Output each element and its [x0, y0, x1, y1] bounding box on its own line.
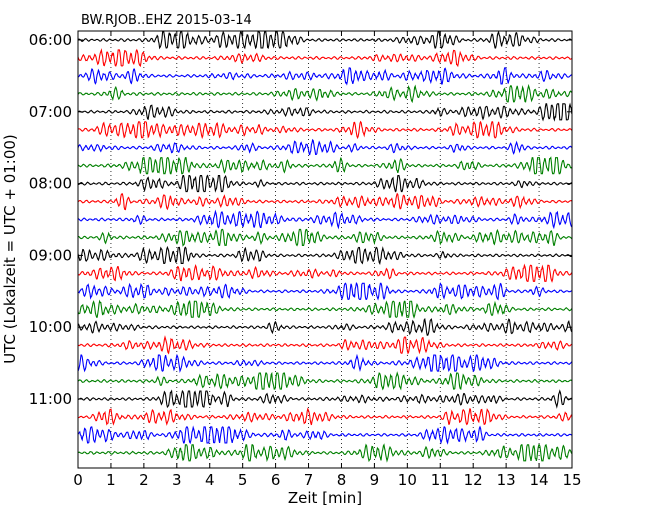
trace-lines — [77, 30, 573, 463]
y-axis-label: UTC (Lokalzeit = UTC + 01:00) — [1, 134, 19, 364]
x-tick-label: 15 — [562, 471, 581, 489]
x-tick-label: 10 — [398, 471, 417, 489]
x-tick-label: 14 — [530, 471, 549, 489]
trace-line — [77, 156, 573, 175]
y-tick-label: 08:00 — [29, 175, 72, 193]
x-tick-label: 9 — [370, 471, 380, 489]
x-tick-label: 8 — [337, 471, 347, 489]
axis-ticks — [77, 31, 573, 468]
x-tick-label: 6 — [271, 471, 281, 489]
x-tick-label: 11 — [431, 471, 450, 489]
trace-line — [77, 245, 573, 265]
chart-title: BW.RJOB..EHZ 2015-03-14 — [81, 13, 252, 28]
y-tick-label: 10:00 — [29, 318, 72, 336]
x-tick-label: 3 — [172, 471, 182, 489]
trace-line — [77, 353, 573, 373]
trace-line — [77, 48, 572, 68]
x-tick-label: 13 — [497, 471, 516, 489]
y-tick-label: 09:00 — [29, 246, 72, 264]
trace-line — [77, 389, 572, 409]
trace-line — [77, 443, 573, 463]
x-tick-labels: 0 1 2 3 4 5 6 7 8 9 10 11 12 13 14 15 — [73, 471, 581, 489]
trace-line — [77, 317, 573, 336]
y-tick-label: 06:00 — [29, 31, 72, 49]
trace-line — [77, 67, 573, 86]
x-tick-label: 4 — [205, 471, 215, 489]
trace-line — [77, 83, 573, 104]
x-tick-label: 2 — [139, 471, 149, 489]
x-tick-label: 5 — [238, 471, 248, 489]
x-tick-label: 12 — [464, 471, 483, 489]
trace-line — [77, 299, 573, 319]
trace-line — [77, 371, 573, 391]
trace-line — [77, 192, 573, 211]
trace-line — [77, 120, 573, 140]
plot-frame — [77, 30, 573, 469]
y-tick-label: 07:00 — [29, 103, 72, 121]
trace-line — [77, 102, 573, 122]
trace-line — [77, 174, 573, 193]
y-tick-label: 11:00 — [29, 390, 72, 408]
trace-line — [77, 407, 572, 426]
trace-line — [77, 335, 573, 355]
trace-line — [77, 228, 573, 247]
trace-line — [77, 138, 573, 156]
trace-line — [77, 30, 573, 50]
x-tick-label: 0 — [73, 471, 83, 489]
trace-line — [77, 209, 573, 230]
grid-lines — [110, 31, 540, 468]
x-tick-label: 1 — [106, 471, 116, 489]
trace-line — [77, 263, 573, 283]
x-axis-label: Zeit [min] — [288, 489, 362, 507]
trace-line — [77, 425, 572, 445]
y-tick-labels: 06:00 07:00 08:00 09:00 10:00 11:00 — [29, 31, 72, 408]
x-tick-label: 7 — [304, 471, 314, 489]
trace-line — [77, 282, 573, 301]
